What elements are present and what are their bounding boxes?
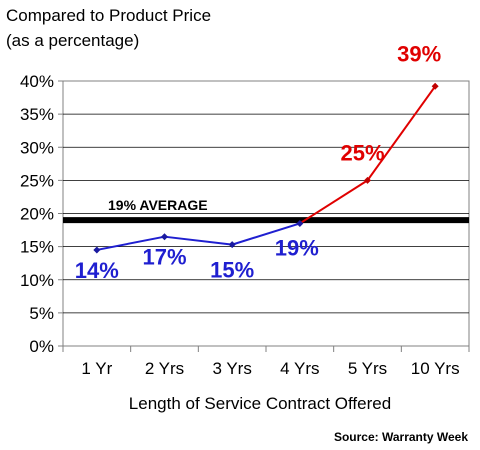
chart-title-line2: (as a percentage) (6, 31, 140, 50)
data-label: 17% (142, 245, 186, 270)
x-tick-label: 10 Yrs (411, 359, 460, 378)
y-tick-label: 35% (20, 105, 54, 124)
series-line-segment (164, 235, 233, 246)
source-note: Source: Warranty Week (333, 430, 468, 444)
chart-title-line1: Compared to Product Price (6, 6, 212, 25)
average-line-label: 19% AVERAGE (108, 197, 208, 213)
y-tick-label: 25% (20, 171, 54, 190)
series-line-segment (299, 179, 369, 225)
data-label: 19% (275, 235, 319, 260)
data-label: 14% (75, 258, 119, 283)
data-point (161, 233, 168, 241)
data-point (296, 219, 304, 227)
y-tick-label: 15% (20, 238, 54, 257)
y-tick-label: 5% (29, 304, 54, 323)
line-chart: 0% 5% 10% 15% 20% 25% 30% 35% 40% 1 Yr 2 Yrs 3 Yrs 4… (20, 41, 470, 378)
x-tick-label: 1 Yr (81, 359, 112, 378)
y-tick-label: 20% (20, 205, 54, 224)
data-point (364, 176, 371, 184)
x-axis-label: Length of Service Contract Offered (128, 394, 392, 413)
y-tick-label: 40% (20, 72, 54, 91)
data-label: 25% (340, 140, 384, 165)
series-line-segment (231, 222, 301, 246)
y-tick-label: 30% (20, 138, 54, 157)
data-label: 39% (397, 41, 441, 66)
series-line-segment (96, 235, 165, 251)
data-point (93, 246, 101, 254)
y-tick-label: 10% (20, 271, 54, 290)
x-tick-label: 4 Yrs (280, 359, 319, 378)
y-tick-label: 0% (29, 337, 54, 356)
x-tick-label: 5 Yrs (348, 359, 387, 378)
data-point (431, 82, 439, 90)
x-tick-label: 3 Yrs (212, 359, 251, 378)
series-line-segment (366, 85, 436, 181)
data-label: 15% (210, 258, 254, 283)
x-tick-label: 2 Yrs (145, 359, 184, 378)
data-point (228, 241, 236, 249)
